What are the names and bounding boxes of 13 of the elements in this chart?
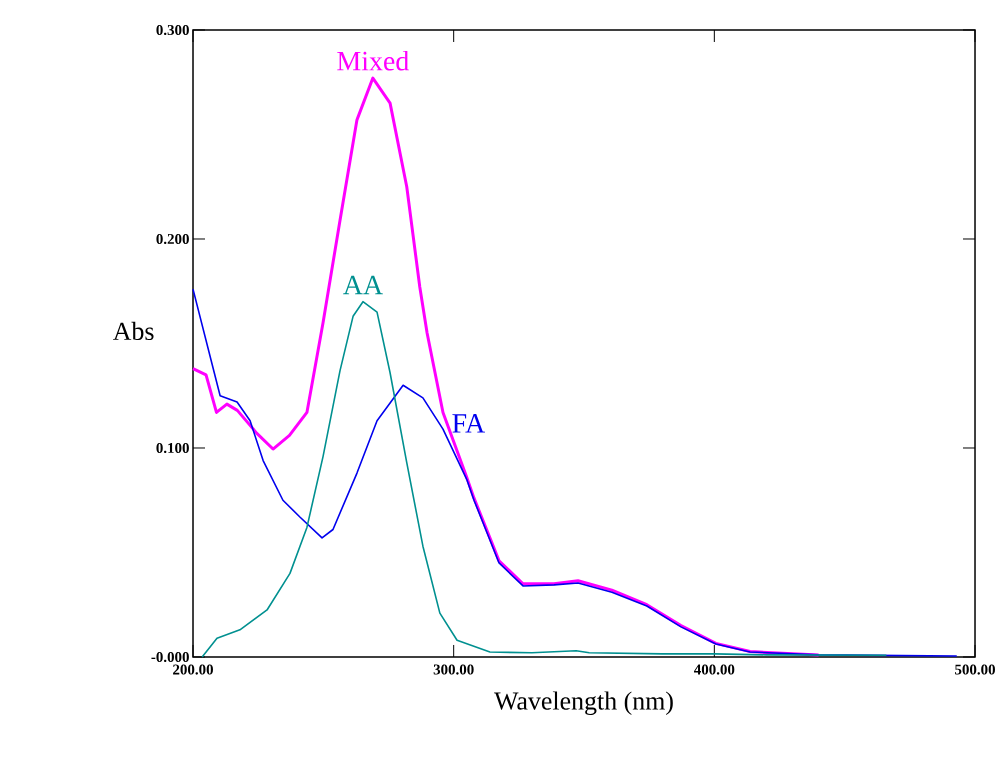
series-label: Mixed [337, 50, 409, 71]
x-tick-label: 400.00 [694, 664, 735, 675]
series-label: FA [452, 414, 486, 433]
x-tick-label: 200.00 [173, 664, 213, 675]
y-tick-label: 0.100 [156, 442, 189, 454]
y-axis-title: Abs [113, 321, 154, 341]
y-tick-label: -0.000 [151, 651, 189, 663]
x-tick-label: 300.00 [433, 664, 474, 675]
x-axis-title: Wavelength (nm) [494, 691, 673, 716]
series-label: AA [343, 275, 383, 295]
x-tick-label: 500.00 [955, 664, 995, 675]
y-tick-label: 0.200 [156, 233, 189, 245]
y-tick-label: 0.300 [156, 24, 189, 36]
